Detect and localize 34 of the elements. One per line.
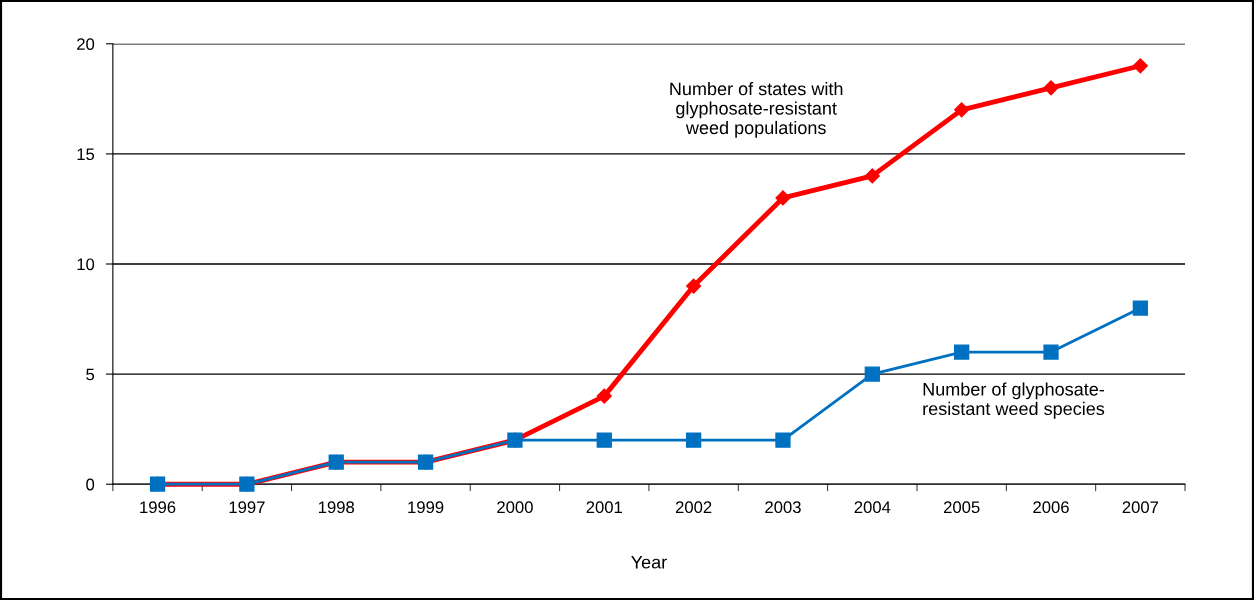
y-tick-label: 10 [77,258,95,271]
x-tick-label: 1998 [318,501,355,514]
x-tick-label: 2005 [943,501,980,514]
x-tick-label: 1997 [229,501,265,514]
point [775,432,791,448]
y-tick-label: 0 [86,478,95,491]
x-axis-title: Year [631,555,667,569]
point [596,388,612,404]
x-tick-label: 1999 [408,501,444,514]
x-tick-label: 1996 [140,501,176,514]
point [686,278,702,294]
point [864,366,880,382]
y-tick-label: 15 [77,148,95,161]
point [864,168,880,184]
x-tick-label: 2004 [854,501,891,514]
point [954,102,970,118]
point [685,432,702,448]
x-tick-label: 2003 [765,501,801,514]
x-tick-label: 2001 [586,501,622,514]
point [1043,80,1059,96]
x-tick-label: 2007 [1122,501,1159,514]
point [596,432,612,448]
y-tick-label: 5 [86,368,95,381]
x-tick-label: 2000 [497,501,533,514]
point [775,190,791,206]
point [954,344,970,360]
x-tick-label: 2006 [1033,501,1069,514]
point [1132,58,1148,74]
series-label: Number of glyphosate- resistant weed species [923,382,1105,419]
point [1132,300,1148,316]
y-tick-label: 20 [77,38,95,50]
x-tick-label: 2002 [675,501,712,514]
text: Number of states with glyphosate-resistant weed populations [670,82,843,138]
point [1043,344,1059,360]
